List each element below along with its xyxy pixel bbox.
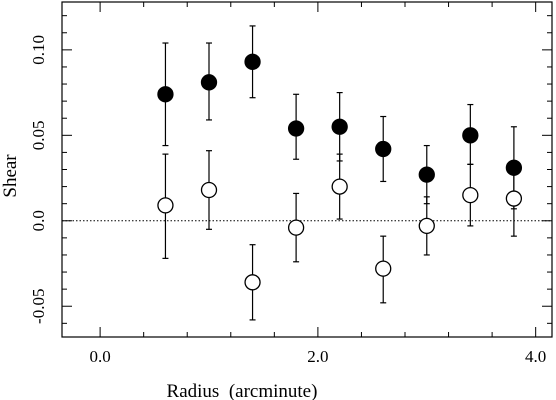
open-data-point (375, 260, 392, 277)
open-data-point (157, 197, 174, 214)
y-tick-label: 0.0 (29, 210, 48, 231)
x-tick-label: 2.0 (307, 347, 328, 366)
filled-data-point (375, 140, 392, 158)
y-tick-label: -0.05 (29, 289, 48, 324)
open-data-point (462, 186, 479, 204)
open-data-point (418, 217, 435, 235)
filled-data-point (287, 120, 305, 137)
filled-data-point (331, 118, 348, 135)
filled-data-point (157, 86, 174, 103)
x-tick-label: 0.0 (89, 347, 110, 366)
y-tick-label: 0.10 (29, 35, 48, 65)
open-data-point (287, 219, 305, 236)
open-data-point (244, 274, 261, 291)
plot-frame (61, 1, 553, 338)
filled-data-point (418, 166, 435, 183)
open-data-point (331, 178, 348, 195)
y-tick-label: 0.05 (29, 120, 48, 150)
filled-data-point (200, 74, 218, 91)
x-tick-label: 4.0 (525, 347, 546, 366)
open-data-point (505, 190, 523, 207)
y-axis-label: Shear (0, 154, 21, 198)
filled-data-point (244, 53, 261, 70)
filled-data-point (462, 127, 479, 144)
open-data-point (200, 181, 218, 199)
x-axis-label: Radius (arcminute) (167, 381, 318, 400)
